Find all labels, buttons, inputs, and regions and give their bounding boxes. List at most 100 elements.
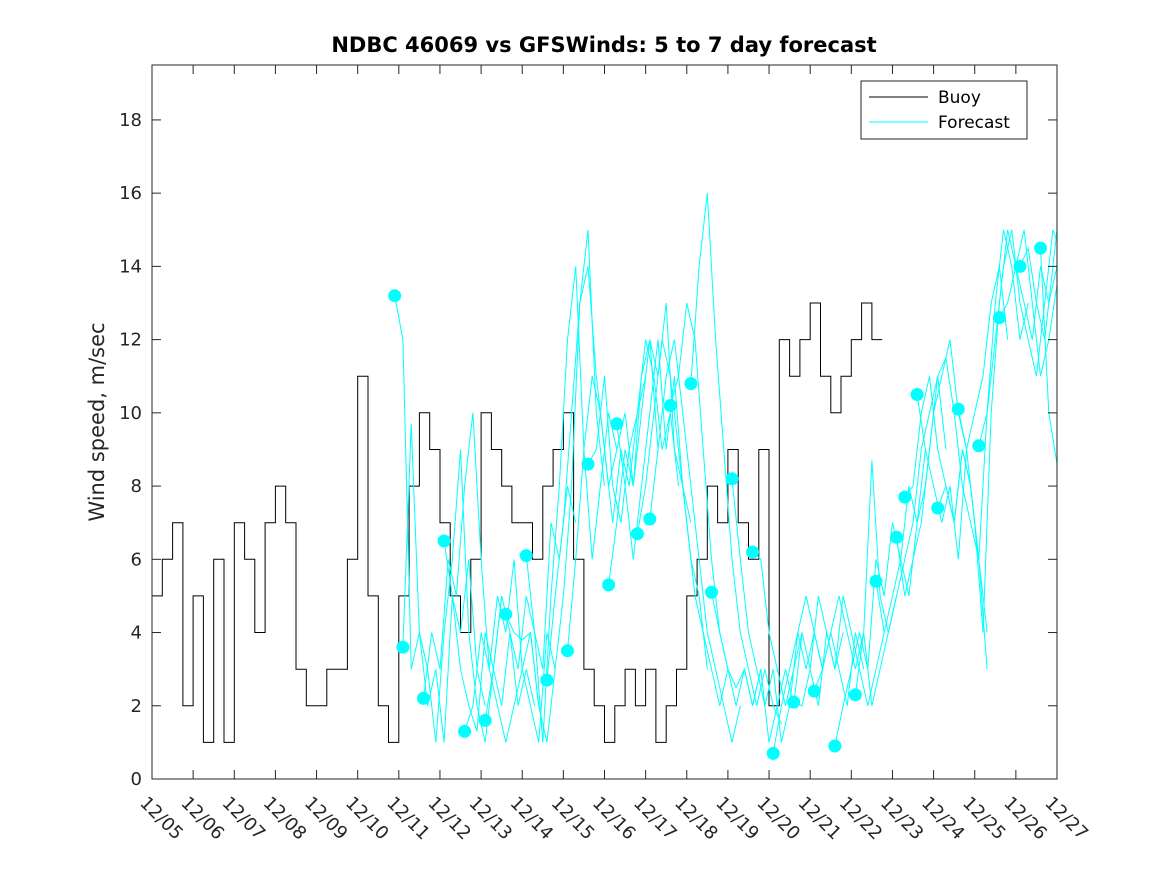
forecast-series [394, 193, 1058, 754]
forecast-line-4 [464, 559, 556, 743]
y-tick-label: 0 [131, 769, 142, 790]
y-tick-label: 6 [131, 549, 142, 570]
y-tick-label: 4 [131, 623, 142, 644]
forecast-line-33 [1019, 229, 1058, 340]
chart-title: NDBC 46069 vs GFSWinds: 5 to 7 day forec… [331, 33, 876, 57]
forecast-start-marker [540, 673, 554, 687]
forecast-line-8 [546, 266, 647, 681]
forecast-start-marker [417, 691, 430, 705]
x-tick-label: 12/26 [999, 793, 1051, 845]
legend-buoy-label: Buoy [938, 88, 981, 108]
forecast-line-6 [505, 229, 605, 743]
forecast-start-marker [807, 684, 821, 698]
forecast-line-32 [998, 229, 1058, 377]
forecast-start-marker [602, 578, 616, 592]
legend-forecast-label: Forecast [938, 113, 1010, 133]
x-tick-label: 12/22 [835, 793, 887, 845]
x-tick-label: 12/25 [958, 793, 1010, 845]
forecast-start-marker [766, 746, 780, 760]
forecast-start-marker [458, 724, 472, 738]
forecast-line-17 [711, 592, 803, 743]
forecast-line-30 [957, 229, 1058, 633]
x-tick-label: 12/20 [753, 793, 805, 845]
x-tick-label: 12/08 [259, 793, 311, 845]
forecast-start-marker [828, 739, 842, 753]
forecast-line-26 [896, 356, 988, 633]
forecast-markers [388, 241, 1047, 760]
legend-box [860, 80, 1028, 140]
buoy-series [152, 302, 883, 743]
forecast-start-marker [705, 585, 718, 599]
x-tick-label: 12/05 [135, 793, 187, 845]
x-tick-label: 12/16 [588, 793, 640, 845]
legend: Buoy Forecast [860, 80, 1028, 140]
y-tick-label: 16 [119, 183, 142, 204]
x-tick-label: 12/21 [794, 793, 846, 845]
forecast-start-marker [684, 377, 698, 391]
y-axis-label: Wind speed, m/sec [85, 322, 109, 521]
forecast-line-1 [402, 423, 503, 743]
forecast-start-marker [630, 527, 644, 541]
x-tick-label: 12/11 [382, 793, 434, 845]
forecast-line-12 [616, 339, 708, 670]
forecast-line-13 [636, 339, 729, 706]
forecast-start-marker [478, 713, 492, 727]
forecast-start-marker [910, 388, 924, 401]
x-tick-label: 12/15 [547, 793, 599, 845]
x-tick-label: 12/06 [177, 793, 229, 845]
forecast-line-18 [731, 478, 823, 743]
forecast-start-marker [869, 574, 883, 588]
forecast-line-3 [443, 540, 536, 732]
forecast-line-10 [587, 339, 679, 523]
y-tick-label: 8 [131, 476, 142, 497]
forecast-line-2 [423, 412, 540, 743]
forecast-start-marker [931, 501, 945, 515]
x-tick-label: 12/10 [341, 793, 393, 845]
forecast-start-marker [561, 644, 574, 658]
plot-area [151, 64, 1058, 780]
forecast-start-marker [1013, 259, 1027, 273]
y-tick-label: 14 [119, 256, 142, 277]
forecast-start-marker [1034, 241, 1047, 255]
forecast-line-22 [813, 595, 898, 706]
forecast-line-9 [567, 339, 659, 651]
x-tick-label: 12/23 [876, 793, 928, 845]
forecast-start-marker [951, 402, 965, 416]
forecast-start-marker [388, 289, 402, 303]
forecast-start-marker [725, 472, 739, 486]
forecast-start-marker [437, 534, 451, 548]
forecast-start-marker [663, 399, 677, 412]
forecast-start-marker [581, 457, 595, 471]
plot-background [152, 65, 1057, 779]
forecast-start-marker [787, 695, 801, 709]
y-axis: 0 2 4 6 8 10 12 14 16 18 [119, 110, 1057, 790]
y-tick-label: 18 [119, 110, 142, 131]
forecast-line-28 [916, 266, 1009, 560]
forecast-line-21 [793, 595, 885, 707]
forecast-start-marker [519, 549, 533, 563]
forecast-line-20 [772, 595, 865, 754]
x-tick-label: 12/24 [917, 793, 969, 845]
forecast-start-marker [746, 545, 760, 559]
x-tick-label: 12/14 [506, 793, 558, 845]
x-tick-label: 12/07 [218, 793, 270, 845]
x-tick-label: 12/19 [711, 793, 763, 845]
forecast-start-marker [848, 688, 862, 702]
x-tick-label: 12/27 [1040, 793, 1092, 845]
x-tick-label: 12/18 [670, 793, 722, 845]
forecast-start-marker [499, 607, 513, 621]
forecast-line-14 [649, 339, 741, 743]
forecast-start-marker [992, 311, 1006, 325]
y-tick-label: 12 [119, 330, 142, 351]
forecast-start-marker [898, 490, 912, 504]
y-tick-label: 10 [119, 403, 142, 424]
forecast-line-0 [394, 295, 486, 743]
forecast-line-11 [608, 302, 692, 585]
x-tick-label: 12/09 [300, 793, 352, 845]
forecast-start-marker [972, 439, 986, 453]
x-tick-label: 12/12 [423, 793, 475, 845]
x-tick-label: 12/13 [465, 793, 517, 845]
forecast-line-25 [875, 339, 967, 633]
forecast-line-7 [525, 266, 618, 743]
